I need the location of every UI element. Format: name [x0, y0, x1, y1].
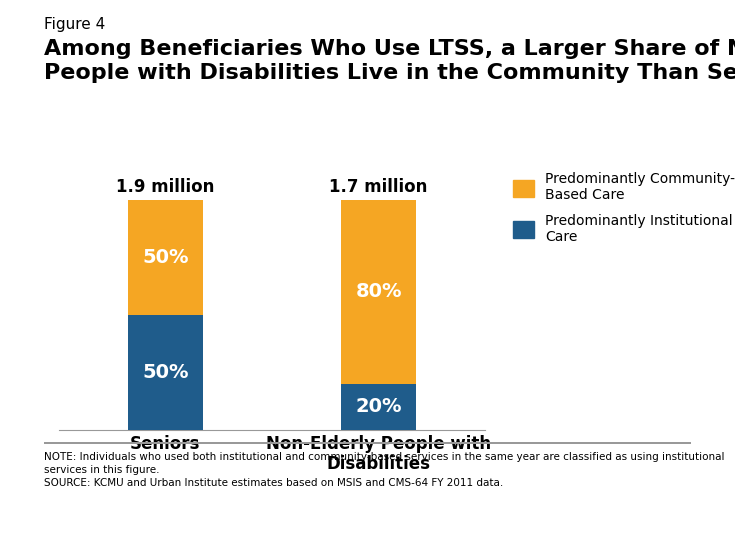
Bar — [341, 200, 416, 384]
Bar — [128, 315, 203, 430]
Text: NOTE: Individuals who used both institutional and community-based services in th: NOTE: Individuals who used both institut… — [44, 452, 725, 488]
Text: 50%: 50% — [142, 248, 189, 267]
Text: 50%: 50% — [142, 363, 189, 382]
Text: Among Beneficiaries Who Use LTSS, a Larger Share of Non-Elderly
People with Disa: Among Beneficiaries Who Use LTSS, a Larg… — [44, 39, 735, 83]
Text: 1.9 million: 1.9 million — [116, 179, 215, 196]
Text: 1.7 million: 1.7 million — [329, 179, 428, 196]
Text: 80%: 80% — [355, 282, 402, 301]
Bar — [128, 200, 203, 315]
Bar — [341, 384, 416, 430]
Text: 20%: 20% — [355, 397, 402, 417]
Legend: Predominantly Community-
Based Care, Predominantly Institutional
Care: Predominantly Community- Based Care, Pre… — [513, 172, 735, 244]
Text: Figure 4: Figure 4 — [44, 17, 105, 31]
